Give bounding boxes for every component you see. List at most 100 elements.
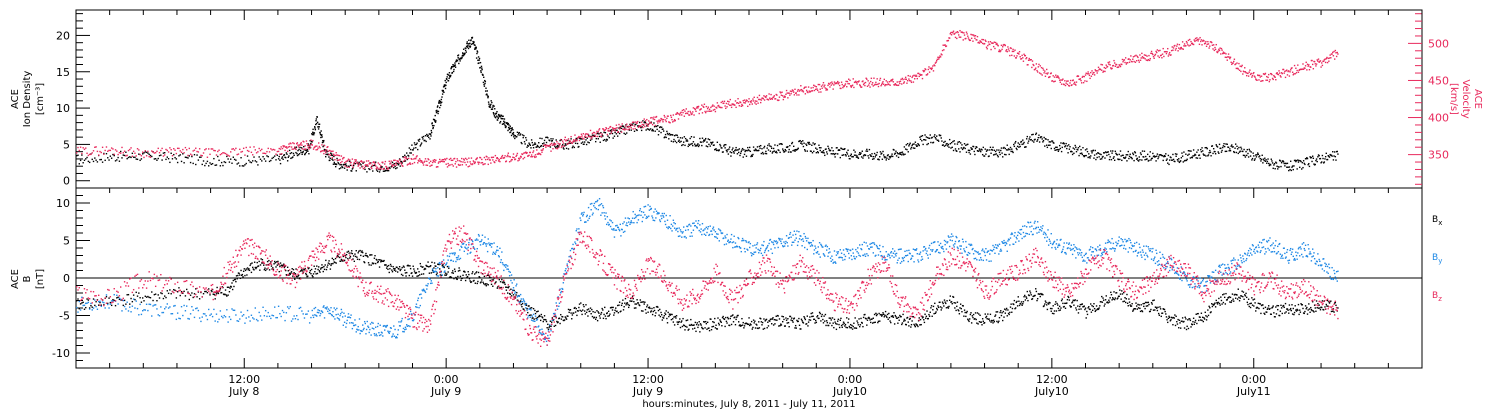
velocity-point — [413, 154, 414, 155]
bx-point — [412, 275, 413, 276]
velocity-point — [897, 81, 898, 82]
density-point — [731, 152, 732, 153]
density-point — [968, 152, 969, 153]
density-point — [913, 143, 914, 144]
velocity-point — [134, 153, 135, 154]
velocity-point — [654, 119, 655, 120]
density-point — [115, 160, 116, 161]
density-point — [699, 144, 700, 145]
bx-point — [85, 307, 86, 308]
bx-point — [803, 322, 804, 323]
bx-point — [627, 302, 628, 303]
density-point — [234, 159, 235, 160]
density-point — [492, 108, 493, 109]
density-point — [687, 140, 688, 141]
bx-point — [527, 312, 528, 313]
velocity-point — [1146, 55, 1147, 56]
density-point — [448, 74, 449, 75]
density-point — [580, 138, 581, 139]
velocity-point — [714, 109, 715, 110]
velocity-point — [645, 120, 646, 121]
bx-point — [863, 317, 864, 318]
bx-point — [589, 311, 590, 312]
bx-point — [880, 314, 881, 315]
velocity-point — [1018, 53, 1019, 54]
density-point — [1276, 162, 1277, 163]
density-point — [517, 134, 518, 135]
density-point — [1033, 141, 1034, 142]
density-point — [604, 139, 605, 140]
bx-point — [742, 324, 743, 325]
bx-point — [332, 258, 333, 259]
bx-point — [291, 271, 292, 272]
bx-point — [242, 274, 243, 275]
velocity-point — [1021, 55, 1022, 56]
density-point — [300, 150, 301, 151]
bx-point — [853, 323, 854, 324]
density-point — [675, 134, 676, 135]
density-point — [1318, 155, 1319, 156]
density-point — [739, 155, 740, 156]
bx-point — [567, 316, 568, 317]
field-tick-label: -10 — [52, 347, 70, 360]
density-point — [636, 130, 637, 131]
velocity-point — [906, 79, 907, 80]
density-point — [200, 157, 201, 158]
bx-point — [139, 297, 140, 298]
bx-point — [224, 294, 225, 295]
density-point — [753, 146, 754, 147]
velocity-point — [374, 163, 375, 164]
velocity-point — [265, 153, 266, 154]
density-point — [409, 147, 410, 148]
velocity-point — [229, 155, 230, 156]
density-point — [455, 64, 456, 65]
density-velocity-panel: 05101520 350400450500 ACE Ion Density [c… — [10, 10, 1483, 188]
bx-point — [326, 266, 327, 267]
density-point — [1199, 158, 1200, 159]
velocity-point — [802, 90, 803, 91]
bx-point — [599, 315, 600, 316]
density-point — [848, 155, 849, 156]
velocity-point — [249, 146, 250, 147]
density-point — [1095, 159, 1096, 160]
velocity-point — [1249, 71, 1250, 72]
velocity-point — [532, 152, 533, 153]
velocity-point — [990, 49, 991, 50]
velocity-point — [456, 166, 457, 167]
bx-point — [112, 299, 113, 300]
bx-point — [231, 282, 232, 283]
velocity-point — [937, 59, 938, 60]
density-point — [502, 118, 503, 119]
velocity-point — [1219, 50, 1220, 51]
density-point — [904, 146, 905, 147]
density-point — [499, 115, 500, 116]
density-point — [422, 137, 423, 138]
velocity-point — [994, 48, 995, 49]
density-point — [807, 142, 808, 143]
density-point — [1004, 154, 1005, 155]
bx-point — [84, 309, 85, 310]
velocity-point — [731, 107, 732, 108]
bx-point — [383, 260, 384, 261]
density-point — [479, 58, 480, 59]
density-point — [494, 115, 495, 116]
velocity-point — [1106, 64, 1107, 65]
velocity-point — [574, 134, 575, 135]
density-point — [160, 154, 161, 155]
density-point — [941, 137, 942, 138]
velocity-point — [494, 162, 495, 163]
density-point — [1315, 164, 1316, 165]
density-point — [1302, 167, 1303, 168]
velocity-point — [1138, 60, 1139, 61]
bx-point — [399, 266, 400, 267]
bx-point — [444, 274, 445, 275]
velocity-point — [898, 81, 899, 82]
density-point — [1166, 158, 1167, 159]
density-point — [452, 72, 453, 73]
bx-point — [95, 301, 96, 302]
bx-point — [856, 328, 857, 329]
velocity-point — [517, 153, 518, 154]
density-point — [1141, 159, 1142, 160]
density-point — [438, 101, 439, 102]
velocity-point — [284, 145, 285, 146]
